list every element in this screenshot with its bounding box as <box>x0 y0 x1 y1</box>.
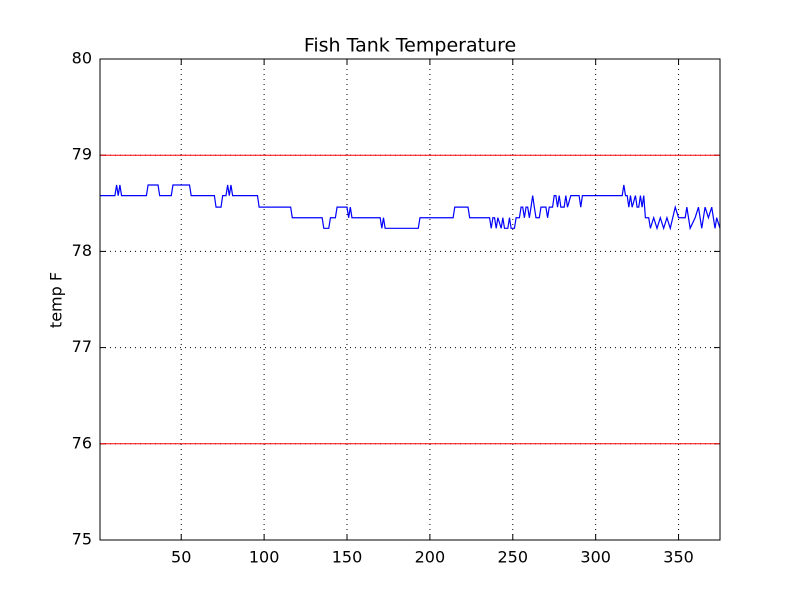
y-tick-label: 79 <box>72 145 92 164</box>
chart-title: Fish Tank Temperature <box>304 35 516 57</box>
x-tick-label: 250 <box>498 548 529 567</box>
y-tick-label: 77 <box>72 337 92 356</box>
x-tick-label: 350 <box>663 548 694 567</box>
y-tick-label: 80 <box>72 49 92 68</box>
x-tick-label: 150 <box>332 548 363 567</box>
x-tick-label: 300 <box>580 548 611 567</box>
y-tick-label: 76 <box>72 433 92 452</box>
data-line <box>100 184 721 231</box>
y-tick-label: 78 <box>72 241 92 260</box>
x-tick-label: 100 <box>249 548 280 567</box>
y-tick-label: 75 <box>72 530 92 549</box>
plot-frame <box>99 58 721 541</box>
x-tick-label: 50 <box>171 548 191 567</box>
x-tick-label: 200 <box>415 548 446 567</box>
y-axis-label: temp F <box>47 272 66 328</box>
